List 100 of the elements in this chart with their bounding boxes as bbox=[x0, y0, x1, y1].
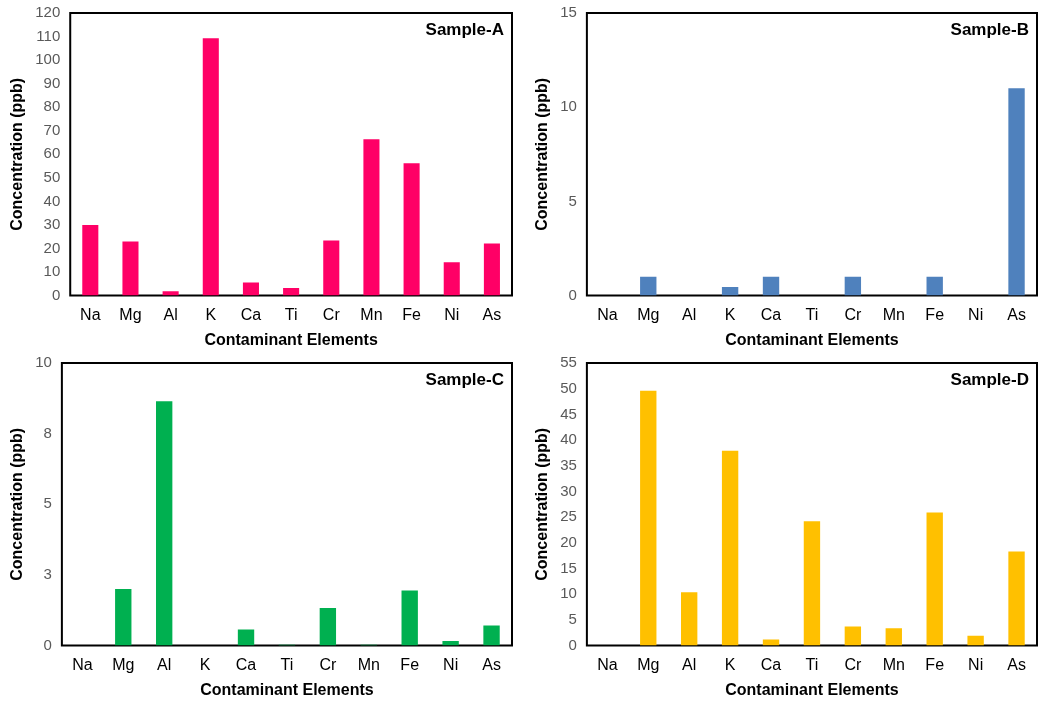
y-tick-label: 15 bbox=[560, 558, 577, 576]
x-tick-label: Ti bbox=[805, 305, 819, 323]
bar bbox=[283, 288, 300, 296]
y-tick-label: 45 bbox=[560, 404, 577, 422]
bar bbox=[803, 521, 821, 646]
y-tick-label: 10 bbox=[43, 262, 61, 280]
x-tick-label: As bbox=[482, 305, 502, 323]
bar bbox=[202, 38, 219, 296]
y-tick-label: 50 bbox=[43, 167, 61, 185]
y-tick-label: 0 bbox=[51, 285, 61, 303]
bar bbox=[156, 401, 173, 646]
x-tick-label: Mg bbox=[637, 305, 660, 323]
x-tick-label: Ni bbox=[968, 655, 984, 673]
x-tick-label: Mn bbox=[882, 305, 905, 323]
bar bbox=[122, 241, 139, 296]
x-tick-label: Na bbox=[80, 305, 101, 323]
x-tick-label: As bbox=[1007, 305, 1026, 323]
bar bbox=[1008, 551, 1025, 646]
x-tick-label: As bbox=[482, 655, 501, 673]
x-tick-label: Mg bbox=[119, 305, 142, 323]
x-tick-label: Fe bbox=[925, 305, 945, 323]
bar bbox=[242, 282, 259, 296]
x-tick-label: Ca bbox=[235, 655, 257, 673]
bar bbox=[403, 163, 420, 296]
y-tick-label: 20 bbox=[560, 532, 577, 550]
y-tick-label: 70 bbox=[43, 120, 61, 138]
x-tick-label: Ti bbox=[284, 305, 298, 323]
x-tick-label: Ni bbox=[443, 655, 459, 673]
x-tick-label: Mn bbox=[357, 655, 380, 673]
y-tick-label: 50 bbox=[560, 378, 577, 396]
x-tick-label: K bbox=[205, 305, 217, 323]
y-tick-label: 60 bbox=[43, 144, 61, 162]
bar bbox=[237, 629, 255, 646]
x-tick-label: Na bbox=[597, 305, 618, 323]
bar bbox=[926, 512, 943, 646]
x-tick-label: Mg bbox=[637, 655, 660, 673]
bar bbox=[401, 590, 418, 646]
y-tick-label: 15 bbox=[560, 3, 577, 21]
x-tick-label: K bbox=[199, 655, 211, 673]
bar bbox=[363, 139, 380, 296]
chart-title: Sample-D bbox=[950, 370, 1029, 390]
x-tick-label: Ni bbox=[444, 305, 460, 323]
x-tick-label: Fe bbox=[402, 305, 422, 323]
y-tick-label: 20 bbox=[43, 238, 61, 256]
bar bbox=[721, 287, 739, 296]
x-tick-label: Al bbox=[682, 305, 697, 323]
x-tick-label: Ca bbox=[760, 655, 782, 673]
x-tick-label: Ni bbox=[968, 305, 984, 323]
y-tick-label: 5 bbox=[568, 610, 577, 628]
bar bbox=[319, 608, 337, 646]
y-axis-title: Concentration (ppb) bbox=[8, 77, 26, 231]
bar bbox=[443, 262, 460, 296]
x-axis-title: Contaminant Elements bbox=[200, 680, 374, 698]
x-tick-label: Fe bbox=[925, 655, 945, 673]
bar bbox=[323, 240, 340, 296]
x-tick-label: K bbox=[724, 305, 736, 323]
chart-title: Sample-A bbox=[425, 20, 504, 40]
y-tick-label: 80 bbox=[43, 97, 61, 115]
x-tick-label: Al bbox=[157, 655, 172, 673]
y-tick-label: 100 bbox=[35, 50, 61, 68]
bar bbox=[762, 276, 780, 296]
x-tick-label: Al bbox=[682, 655, 697, 673]
x-tick-label: K bbox=[724, 655, 736, 673]
y-tick-label: 0 bbox=[568, 285, 577, 303]
y-tick-label: 35 bbox=[560, 455, 577, 473]
y-tick-label: 90 bbox=[43, 73, 61, 91]
bar bbox=[82, 224, 99, 296]
y-tick-label: 120 bbox=[35, 3, 61, 21]
x-axis-title: Contaminant Elements bbox=[725, 330, 899, 348]
bar bbox=[844, 276, 862, 296]
x-tick-label: Mn bbox=[882, 655, 905, 673]
y-tick-label: 10 bbox=[560, 584, 577, 602]
x-tick-label: Ti bbox=[280, 655, 294, 673]
x-axis-title: Contaminant Elements bbox=[725, 680, 899, 698]
bar bbox=[115, 589, 132, 646]
y-tick-label: 110 bbox=[36, 26, 61, 44]
chart-title: Sample-C bbox=[425, 370, 504, 390]
y-axis-title: Concentration (ppb) bbox=[533, 427, 551, 581]
x-tick-label: Mg bbox=[112, 655, 135, 673]
x-tick-label: Cr bbox=[322, 305, 341, 323]
bar bbox=[844, 626, 862, 646]
y-tick-label: 10 bbox=[560, 97, 577, 115]
y-tick-label: 25 bbox=[560, 507, 577, 525]
x-tick-label: As bbox=[1007, 655, 1026, 673]
x-tick-label: Fe bbox=[400, 655, 420, 673]
x-tick-label: Na bbox=[597, 655, 618, 673]
y-tick-label: 5 bbox=[568, 191, 577, 209]
x-tick-label: Na bbox=[72, 655, 93, 673]
x-tick-label: Cr bbox=[844, 305, 862, 323]
bar bbox=[885, 628, 902, 646]
bar bbox=[1008, 88, 1025, 296]
x-tick-label: Cr bbox=[319, 655, 337, 673]
y-tick-label: 5 bbox=[43, 494, 52, 512]
y-tick-label: 8 bbox=[43, 423, 52, 441]
bar bbox=[762, 639, 780, 646]
bar bbox=[681, 592, 698, 646]
chart-title: Sample-B bbox=[950, 20, 1029, 40]
y-tick-label: 30 bbox=[43, 215, 61, 233]
x-tick-label: Al bbox=[163, 305, 178, 323]
y-tick-label: 30 bbox=[560, 481, 577, 499]
